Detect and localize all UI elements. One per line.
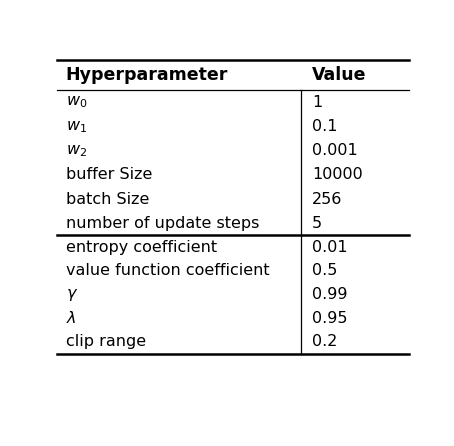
Text: $w_0$: $w_0$ — [65, 95, 87, 111]
Text: 5: 5 — [312, 216, 322, 231]
Text: buffer Size: buffer Size — [65, 167, 152, 182]
Text: 0.001: 0.001 — [312, 143, 358, 158]
Text: 0.5: 0.5 — [312, 263, 337, 278]
Text: batch Size: batch Size — [65, 191, 149, 206]
Text: $w_1$: $w_1$ — [65, 119, 87, 135]
Text: 0.1: 0.1 — [312, 119, 337, 134]
Text: 0.95: 0.95 — [312, 311, 347, 326]
Text: 0.2: 0.2 — [312, 334, 337, 350]
Text: number of update steps: number of update steps — [65, 216, 259, 231]
Text: 1: 1 — [312, 95, 322, 110]
Text: entropy coefficient: entropy coefficient — [65, 240, 217, 255]
Text: 0.01: 0.01 — [312, 240, 347, 255]
Text: 256: 256 — [312, 191, 342, 206]
Text: value function coefficient: value function coefficient — [65, 263, 269, 278]
Text: $\gamma$: $\gamma$ — [65, 286, 78, 302]
Text: $w_2$: $w_2$ — [65, 143, 87, 159]
Text: clip range: clip range — [65, 334, 146, 350]
Text: 0.99: 0.99 — [312, 287, 347, 302]
Text: 10000: 10000 — [312, 167, 363, 182]
Text: Hyperparameter: Hyperparameter — [65, 66, 228, 84]
Text: $\lambda$: $\lambda$ — [65, 310, 76, 326]
Text: Value: Value — [312, 66, 366, 84]
